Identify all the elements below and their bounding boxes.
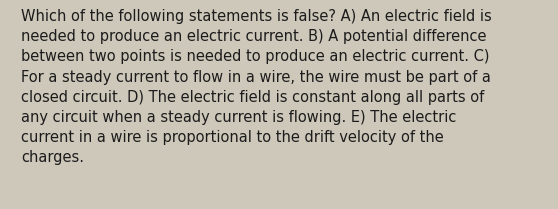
Text: Which of the following statements is false? A) An electric field is
needed to pr: Which of the following statements is fal…	[21, 9, 492, 165]
